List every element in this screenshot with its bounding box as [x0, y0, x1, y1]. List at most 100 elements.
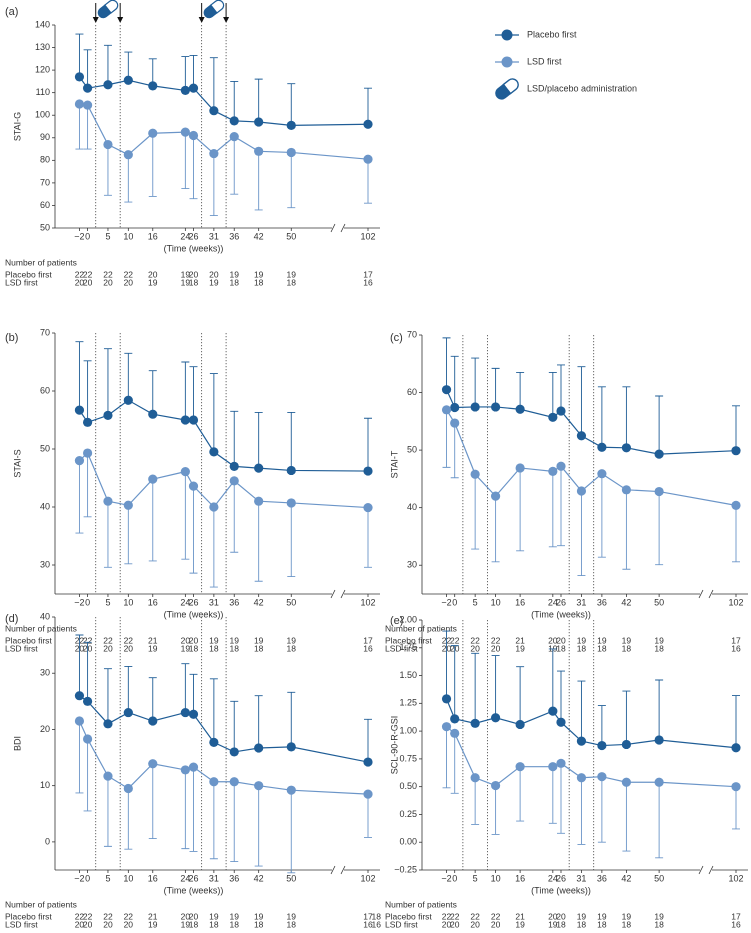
- patient-count: 18: [254, 919, 264, 929]
- patient-count: 19: [577, 911, 587, 921]
- patients-title: Number of patients: [385, 899, 457, 909]
- patient-count: 20: [103, 919, 113, 929]
- x-tick-label: 24: [180, 873, 190, 883]
- x-axis-label: (Time (weeks)): [164, 609, 224, 619]
- error-bar: [230, 136, 239, 195]
- arrow-head: [198, 17, 205, 23]
- data-point: [363, 466, 373, 476]
- y-axis-label: SCL-90-R-GSI: [389, 716, 399, 775]
- patient-count: 18: [230, 277, 240, 287]
- pill-half: [203, 4, 218, 19]
- error-bar: [189, 673, 198, 715]
- patient-count: 22: [75, 911, 85, 921]
- patient-count: 18: [597, 919, 607, 929]
- patient-count: 18: [622, 643, 632, 653]
- row-name: Placebo first: [385, 635, 432, 645]
- x-tick-label: 102: [360, 597, 375, 607]
- patient-count: 22: [450, 635, 460, 645]
- series-line: [79, 695, 369, 763]
- patient-count: 18: [189, 643, 199, 653]
- data-point: [490, 780, 501, 791]
- patient-count: 18: [654, 643, 664, 653]
- data-point: [515, 719, 525, 730]
- x-tick-label: 24: [548, 873, 558, 883]
- series-line: [78, 720, 369, 795]
- data-point: [209, 737, 219, 747]
- data-point: [286, 498, 296, 508]
- patient-count: 18: [230, 919, 240, 929]
- error-bar: [230, 410, 239, 467]
- error-bar: [557, 364, 565, 411]
- data-point: [654, 735, 664, 745]
- patients-title: Number of patients: [5, 899, 77, 909]
- data-point: [209, 447, 219, 457]
- data-point: [82, 417, 93, 427]
- patient-count: 16: [731, 919, 741, 929]
- series-line: [78, 399, 369, 472]
- patient-count: 18: [254, 643, 264, 653]
- panel-label: (a): [5, 6, 18, 18]
- y-tick-label: 130: [35, 42, 50, 52]
- error-bar: [577, 777, 586, 845]
- error-bar: [103, 668, 112, 724]
- arrow-head: [92, 17, 99, 23]
- error-bar: [491, 496, 500, 563]
- data-point: [209, 106, 219, 116]
- x-tick-label: 42: [254, 873, 264, 883]
- error-bar: [181, 132, 190, 189]
- x-tick-label: 5: [105, 231, 110, 241]
- error-bar: [124, 352, 133, 401]
- error-bar: [287, 83, 296, 126]
- arrow-head: [223, 17, 230, 23]
- data-point: [441, 694, 452, 704]
- patient-count: 20: [83, 919, 93, 929]
- patient-count: 16: [363, 919, 373, 929]
- patient-count: 22: [491, 911, 501, 921]
- patients-title: Number of patients: [5, 623, 77, 633]
- error-bar: [655, 679, 664, 740]
- y-tick-label: 80: [40, 155, 50, 165]
- error-bar: [364, 87, 372, 125]
- patient-count: 20: [103, 277, 113, 287]
- patient-count: 18: [209, 643, 219, 653]
- x-tick-label: 16: [515, 597, 525, 607]
- data-point: [254, 117, 264, 127]
- error-bar: [209, 678, 218, 743]
- error-bar: [148, 479, 157, 562]
- patient-count: 21: [148, 635, 158, 645]
- patient-count: 20: [189, 269, 199, 279]
- patients-title: Number of patients: [5, 257, 77, 267]
- row-name: LSD first: [5, 919, 38, 929]
- data-point: [441, 405, 452, 415]
- y-tick-label: 20: [40, 724, 50, 734]
- data-point: [548, 706, 558, 716]
- x-tick-label: 10: [491, 597, 501, 607]
- patient-count: 18: [597, 643, 607, 653]
- patient-count: 20: [181, 911, 191, 921]
- patient-count: 21: [515, 635, 525, 645]
- patient-count: 22: [83, 911, 93, 921]
- error-bar: [287, 412, 296, 471]
- patient-count: 19: [230, 269, 240, 279]
- pill-half: [502, 78, 519, 95]
- error-bar: [83, 360, 92, 423]
- patient-count: 19: [287, 269, 297, 279]
- data-point: [103, 719, 113, 729]
- x-tick-label: −2: [74, 873, 84, 883]
- data-point: [576, 486, 587, 496]
- error-bar: [732, 695, 740, 748]
- x-tick-label: 50: [286, 231, 296, 241]
- error-bar: [622, 386, 631, 448]
- data-point: [103, 771, 113, 781]
- x-tick-label: 5: [105, 597, 110, 607]
- data-point: [82, 100, 93, 110]
- data-point: [515, 463, 525, 473]
- patient-count: 16: [363, 643, 373, 653]
- x-tick-label: 50: [286, 873, 296, 883]
- patient-count: 20: [548, 635, 558, 645]
- error-bar: [189, 767, 198, 852]
- data-point: [74, 691, 85, 701]
- patient-count: 22: [491, 635, 501, 645]
- error-bar: [516, 666, 525, 725]
- data-point: [621, 739, 632, 750]
